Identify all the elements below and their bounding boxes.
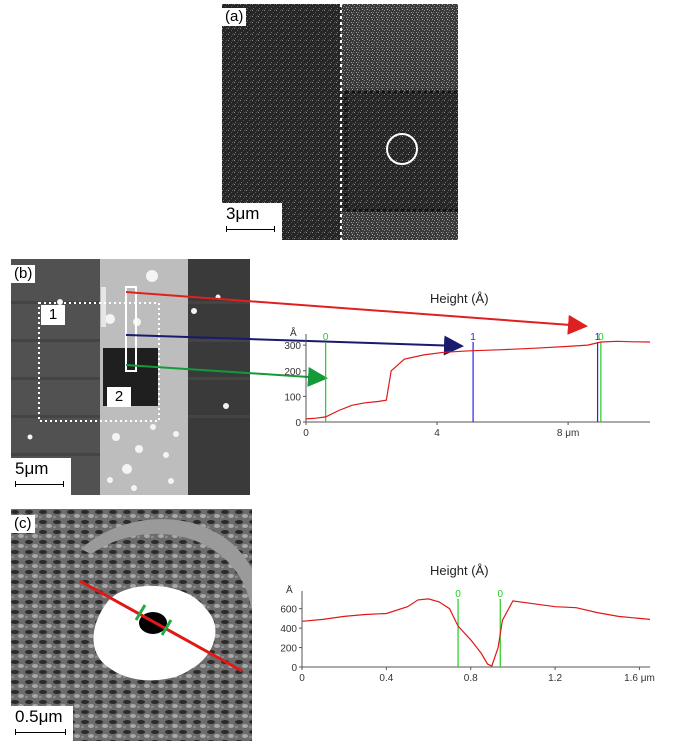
panel-b-image: (b) 1 2 5μm — [11, 259, 250, 495]
panel-b-scale-bar: 5μm — [11, 458, 71, 495]
panel-c-scale-bar: 0.5μm — [11, 706, 73, 741]
chart-c-x-tick-label: 0.8 — [464, 673, 478, 684]
panel-a-scale-text: 3μm — [226, 204, 260, 223]
chart-b-marker-label: 1 — [470, 332, 476, 343]
panel-a-label: (a) — [222, 8, 247, 26]
panel-c-scale-text: 0.5μm — [15, 707, 63, 726]
chart-b-x-tick-label: 0 — [303, 428, 309, 439]
chart-c-y-tick-label: 600 — [280, 605, 297, 616]
chart-b-marker-label: 0 — [598, 332, 604, 343]
chart-b-y-tick-label: 200 — [284, 367, 301, 378]
chart-b-title: Height (Å) — [430, 291, 489, 306]
chart-c-x-tick-label: 1.2 — [548, 673, 562, 684]
chart-b-y-tick-label: 100 — [284, 392, 301, 403]
panel-c-label: (c) — [11, 515, 35, 533]
chart-b-profile-line — [305, 340, 651, 420]
chart-c-y-tick-label: 0 — [291, 663, 297, 674]
chart-c-title: Height (Å) — [430, 563, 489, 578]
region-1-label: 1 — [41, 305, 65, 325]
chart-b-y-unit: Å — [290, 326, 297, 339]
panel-c-image: (c) 0.5μm — [11, 509, 252, 741]
chart-c-profile-line — [301, 598, 651, 667]
chart-b-x-tick-label: 4 — [434, 428, 440, 439]
panel-a-scale-bar: 3μm — [222, 203, 282, 240]
chart-c-x-tick-label: 1.6 μm — [624, 673, 655, 684]
panel-b-scale-text: 5μm — [15, 459, 49, 478]
chart-c-y-tick-label: 400 — [280, 624, 297, 635]
panel-a-image: (a) 3μm — [222, 4, 458, 240]
chart-c-marker-label: 0 — [497, 589, 503, 600]
chart-b-y-tick-label: 300 — [284, 341, 301, 352]
chart-c-x-tick-label: 0 — [299, 673, 305, 684]
chart-c-marker-label: 0 — [455, 589, 461, 600]
chart-c-y-unit: Å — [286, 585, 293, 596]
region-2-label: 2 — [107, 387, 131, 407]
chart-b-marker-label: 1 — [595, 332, 601, 343]
chart-c-x-tick-label: 0.4 — [379, 673, 393, 684]
chart-c-y-tick-label: 200 — [280, 644, 297, 655]
chart-b-x-tick-label: 8 μm — [557, 428, 579, 439]
panel-b-label: (b) — [11, 265, 36, 283]
chart-b-y-tick-label: 0 — [295, 418, 301, 429]
chart-b-marker-label: 0 — [323, 332, 329, 343]
